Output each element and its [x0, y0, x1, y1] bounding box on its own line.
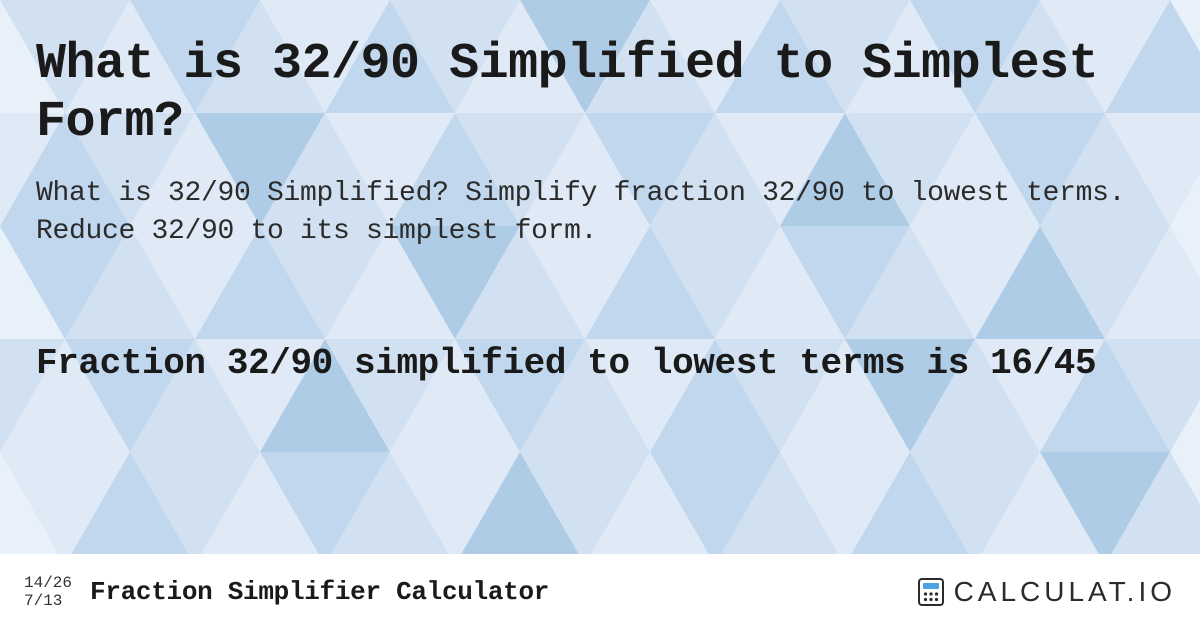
- fraction-logo-top: 14/26: [24, 574, 72, 592]
- fraction-logo-icon: 14/26 7/13: [24, 574, 72, 611]
- page-title: What is 32/90 Simplified to Simplest For…: [36, 36, 1164, 151]
- fraction-logo-bottom: 7/13: [24, 592, 62, 610]
- calculator-icon: [916, 577, 946, 607]
- brand: CALCULAT.IO: [916, 576, 1176, 608]
- app-name: Fraction Simplifier Calculator: [90, 577, 549, 607]
- main-content: What is 32/90 Simplified to Simplest For…: [0, 0, 1200, 630]
- result-heading: Fraction 32/90 simplified to lowest term…: [36, 341, 1164, 388]
- footer-left: 14/26 7/13 Fraction Simplifier Calculato…: [24, 574, 549, 611]
- page-description: What is 32/90 Simplified? Simplify fract…: [36, 175, 1164, 251]
- brand-text: CALCULAT.IO: [954, 576, 1176, 608]
- footer-bar: 14/26 7/13 Fraction Simplifier Calculato…: [0, 554, 1200, 630]
